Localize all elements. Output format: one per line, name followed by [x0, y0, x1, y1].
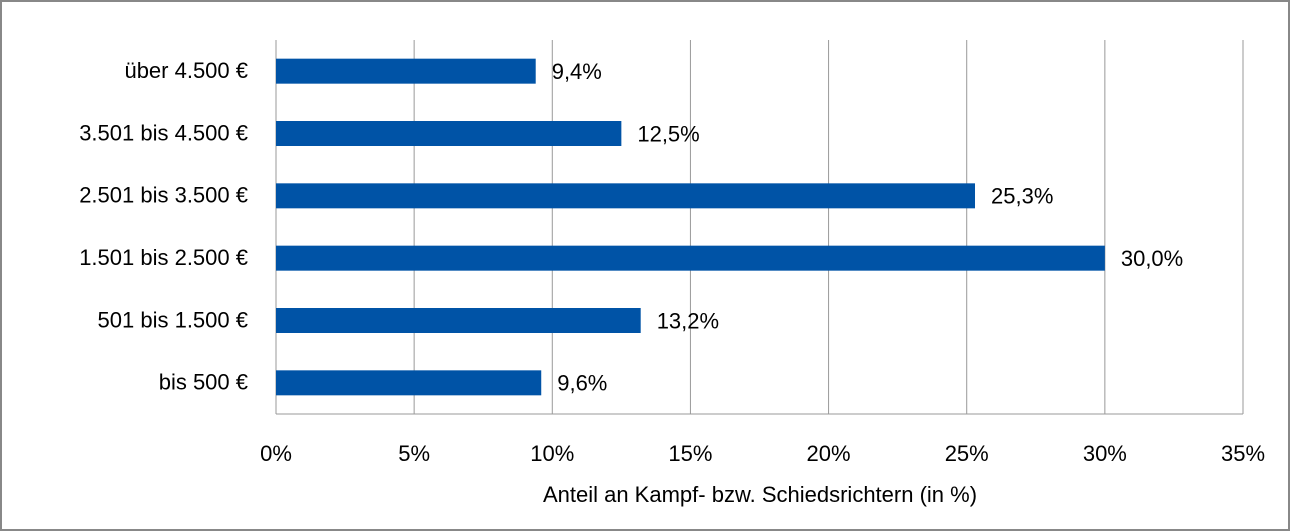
bar [276, 183, 976, 209]
value-label: 9,6% [557, 371, 607, 396]
bar [276, 245, 1105, 271]
x-tick-label: 35% [1221, 441, 1265, 466]
x-tick-label: 5% [398, 441, 430, 466]
value-label: 13,2% [657, 308, 719, 333]
x-tick-label: 25% [945, 441, 989, 466]
bar [276, 121, 622, 146]
x-tick-label: 20% [807, 441, 851, 466]
y-tick-label: bis 500 € [159, 370, 248, 395]
y-tick-label: 3.501 bis 4.500 € [79, 120, 248, 145]
y-tick-label: 1.501 bis 2.500 € [79, 245, 248, 270]
bar [276, 58, 536, 84]
value-label: 30,0% [1121, 246, 1183, 271]
x-tick-label: 15% [668, 441, 712, 466]
value-label: 25,3% [991, 184, 1053, 209]
bar [276, 308, 641, 333]
y-tick-label: 501 bis 1.500 € [98, 307, 248, 332]
y-tick-label: 2.501 bis 3.500 € [79, 183, 248, 208]
y-tick-label: über 4.500 € [124, 58, 248, 83]
x-tick-label: 30% [1083, 441, 1127, 466]
value-label: 9,4% [552, 59, 602, 84]
x-axis-label: Anteil an Kampf- bzw. Schiedsrichtern (i… [543, 482, 977, 507]
value-label: 12,5% [637, 121, 699, 146]
x-tick-label: 0% [260, 441, 292, 466]
x-tick-label: 10% [530, 441, 574, 466]
bar [276, 370, 542, 396]
